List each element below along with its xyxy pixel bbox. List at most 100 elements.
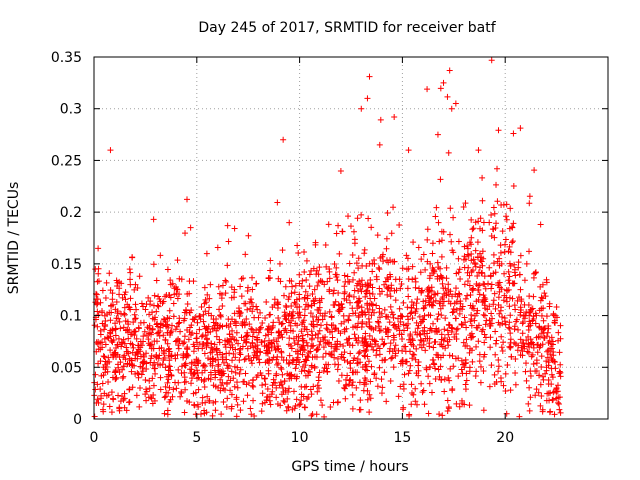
data-point — [442, 315, 449, 322]
data-point — [544, 348, 551, 355]
data-point — [195, 403, 202, 410]
data-point — [354, 215, 361, 222]
data-point — [200, 362, 207, 369]
data-point — [133, 349, 140, 356]
data-point — [112, 306, 119, 313]
data-point — [477, 215, 484, 222]
data-point — [98, 372, 105, 379]
data-point — [216, 336, 223, 343]
data-point — [316, 264, 323, 271]
data-point — [377, 255, 384, 262]
data-point — [146, 322, 153, 329]
data-point — [190, 316, 197, 323]
data-point — [380, 341, 387, 348]
data-point — [354, 360, 361, 367]
data-point — [265, 331, 272, 338]
data-point — [391, 113, 398, 120]
data-point — [127, 306, 134, 313]
data-point — [249, 274, 256, 281]
data-point — [414, 325, 421, 332]
data-point — [262, 375, 269, 382]
data-point — [99, 344, 106, 351]
data-point — [121, 291, 128, 298]
data-point — [356, 379, 363, 386]
data-point — [557, 361, 564, 368]
data-point — [337, 330, 344, 337]
data-point — [376, 266, 383, 273]
data-point — [435, 311, 442, 318]
data-point — [192, 362, 199, 369]
data-point — [292, 365, 299, 372]
data-point — [314, 388, 321, 395]
data-point — [452, 100, 459, 107]
data-point — [450, 363, 457, 370]
data-point — [437, 305, 444, 312]
data-point — [470, 225, 477, 232]
data-point — [285, 403, 292, 410]
data-point — [215, 283, 222, 290]
data-point — [115, 315, 122, 322]
data-point — [491, 290, 498, 297]
data-point — [535, 389, 542, 396]
data-point — [486, 323, 493, 330]
data-point — [268, 340, 275, 347]
data-point — [401, 343, 408, 350]
data-point — [299, 343, 306, 350]
data-point — [368, 300, 375, 307]
data-point — [148, 395, 155, 402]
data-point — [349, 369, 356, 376]
data-point — [425, 293, 432, 300]
data-point — [516, 271, 523, 278]
data-point — [495, 280, 502, 287]
data-point — [449, 385, 456, 392]
data-point — [238, 293, 245, 300]
data-point — [521, 277, 528, 284]
data-point — [526, 248, 533, 255]
data-point — [335, 301, 342, 308]
data-point — [128, 361, 135, 368]
y-axis-title: SRMTID / TECUs — [6, 182, 22, 295]
data-point — [415, 359, 422, 366]
data-point — [481, 331, 488, 338]
data-point — [134, 348, 141, 355]
data-point — [377, 327, 384, 334]
data-point — [209, 349, 216, 356]
data-point — [350, 357, 357, 364]
data-point — [148, 352, 155, 359]
data-point — [140, 338, 147, 345]
data-point — [257, 325, 264, 332]
data-point — [248, 296, 255, 303]
data-point — [141, 353, 148, 360]
data-point — [160, 332, 167, 339]
data-point — [297, 401, 304, 408]
data-point — [369, 260, 376, 267]
data-point — [268, 329, 275, 336]
data-point — [330, 399, 337, 406]
data-point — [259, 400, 266, 407]
data-point — [462, 200, 469, 207]
data-point — [292, 402, 299, 409]
data-point — [181, 309, 188, 316]
data-point — [350, 293, 357, 300]
data-point — [370, 326, 377, 333]
data-point — [272, 346, 279, 353]
data-point — [162, 383, 169, 390]
data-point — [364, 387, 371, 394]
data-point — [445, 403, 452, 410]
data-point — [538, 353, 545, 360]
data-point — [365, 358, 372, 365]
data-point — [465, 252, 472, 259]
data-point — [428, 389, 435, 396]
data-point — [199, 345, 206, 352]
data-point — [263, 299, 270, 306]
data-point — [262, 314, 269, 321]
data-point — [165, 367, 172, 374]
data-point — [170, 386, 177, 393]
data-point — [214, 244, 221, 251]
data-point — [218, 291, 225, 298]
data-point — [407, 331, 414, 338]
data-point — [246, 321, 253, 328]
data-point — [512, 306, 519, 313]
data-point — [297, 347, 304, 354]
data-point — [332, 298, 339, 305]
